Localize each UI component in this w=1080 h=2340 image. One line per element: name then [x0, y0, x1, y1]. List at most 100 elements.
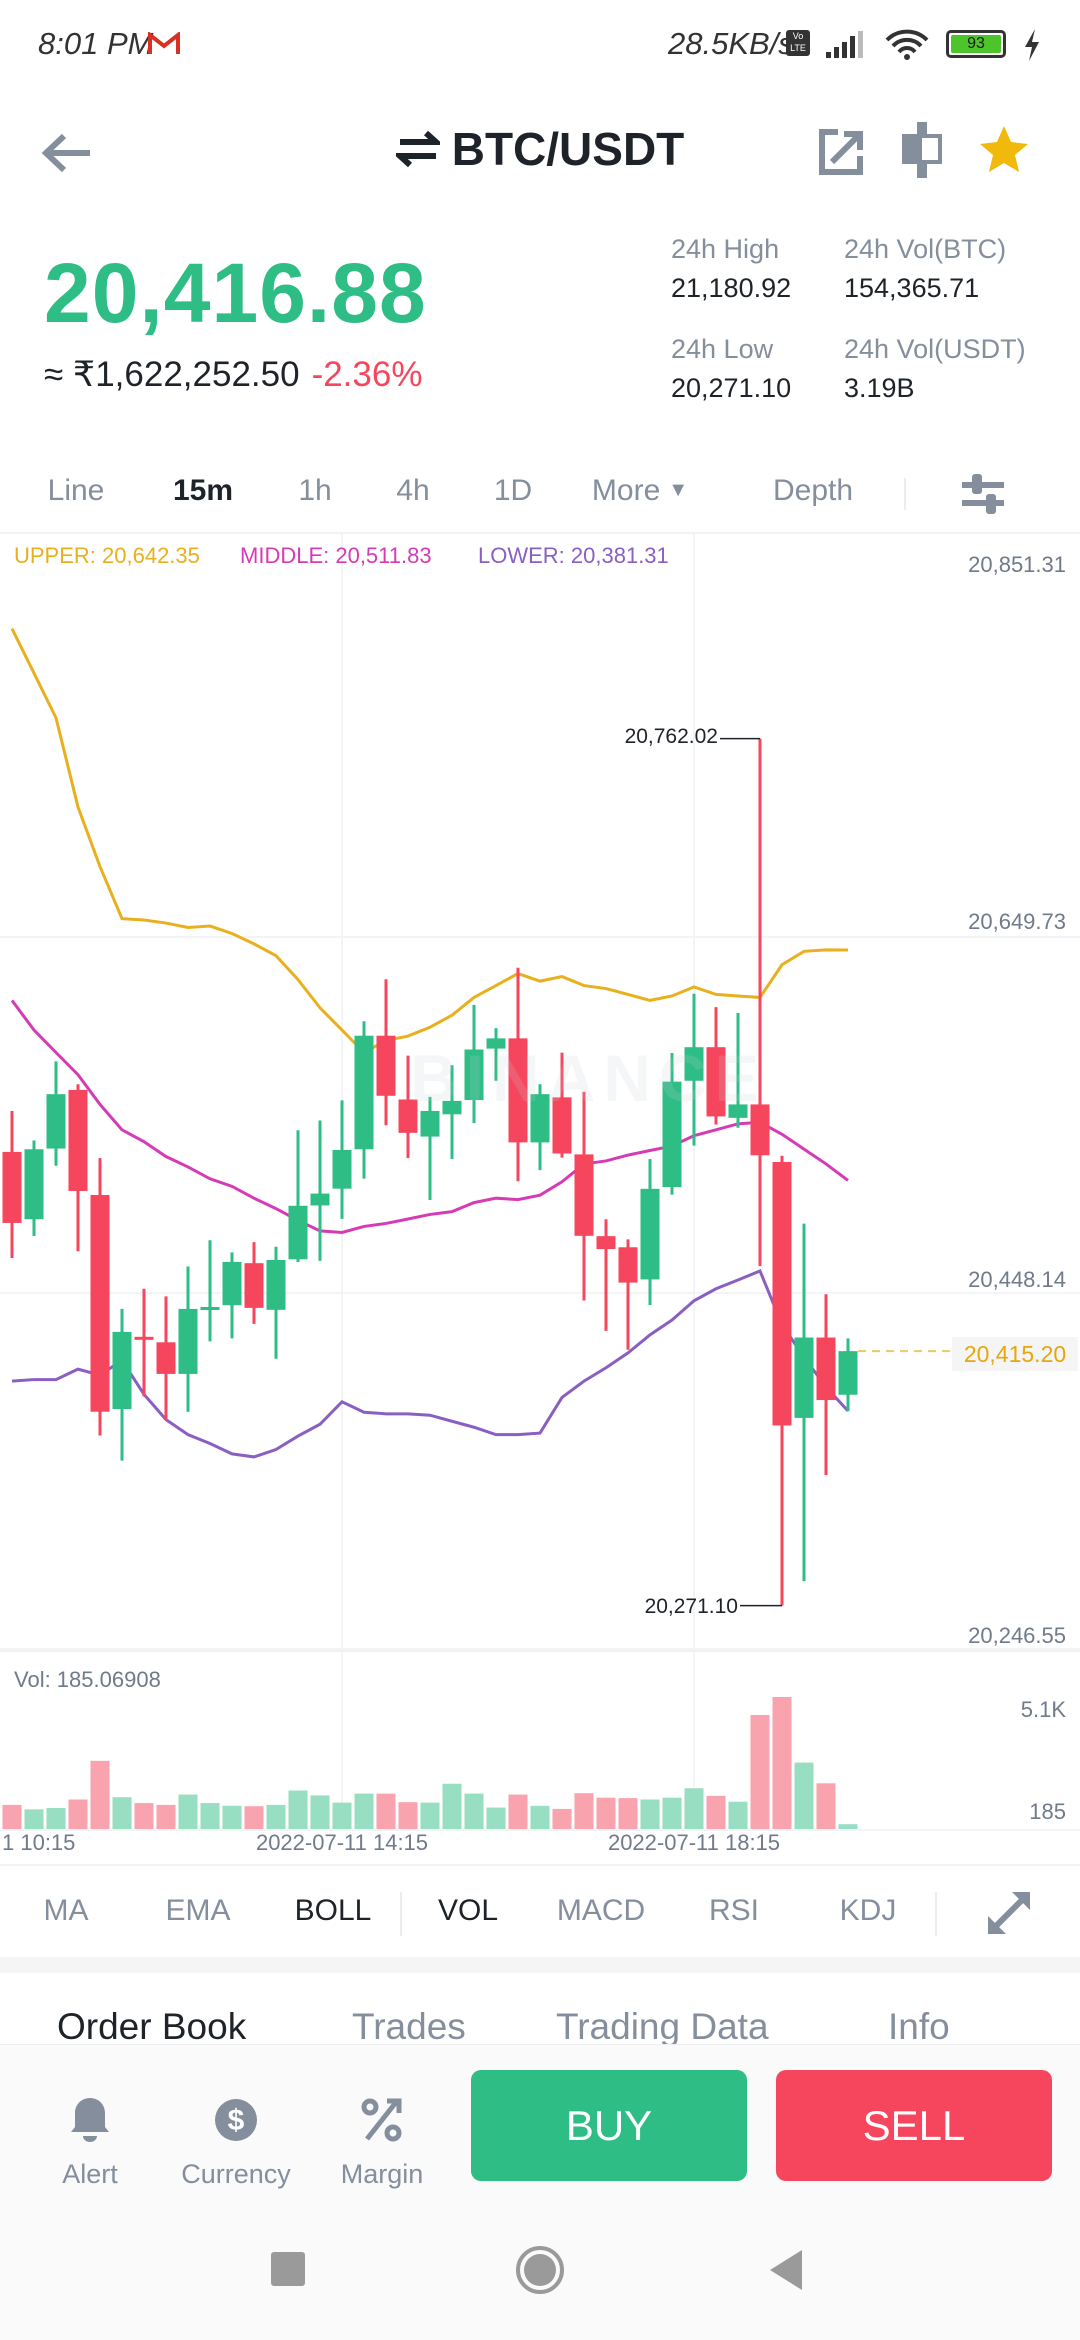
- candle-up: [288, 1205, 308, 1260]
- candle-down: [596, 1236, 616, 1250]
- network-speed: 28.5KB/s: [668, 26, 794, 61]
- back-arrow-icon[interactable]: [40, 132, 94, 174]
- caret-down-icon: ▼: [668, 479, 689, 501]
- last-price: 20,416.88: [44, 246, 427, 340]
- fiat-price: ≈ ₹1,622,252.50: [44, 355, 300, 394]
- volume-bar: [2, 1804, 22, 1829]
- volume-bar: [750, 1714, 770, 1829]
- stat-label: 24h Vol(BTC): [844, 234, 1007, 264]
- pair-selector[interactable]: BTC/USDT: [0, 122, 1080, 176]
- volume-bar: [310, 1795, 330, 1829]
- candle-down: [134, 1336, 154, 1340]
- indicator-rsi[interactable]: RSI: [708, 1894, 760, 1927]
- volume-axis-label: 5.1K: [1020, 1697, 1066, 1722]
- candle-up: [838, 1351, 858, 1395]
- candle-up: [354, 1035, 374, 1150]
- indicator-macd[interactable]: MACD: [556, 1894, 646, 1927]
- indicator-ma[interactable]: MA: [43, 1894, 89, 1927]
- tab-depth[interactable]: Depth: [772, 474, 854, 507]
- candle-up: [24, 1149, 44, 1220]
- tab-more[interactable]: More ▼: [592, 474, 688, 508]
- volume-bar: [794, 1762, 814, 1829]
- currency-button[interactable]: $ Currency: [166, 2095, 306, 2190]
- tab-more-label: More: [591, 474, 661, 507]
- alert-button[interactable]: Alert: [20, 2095, 160, 2190]
- candle-up: [794, 1337, 814, 1418]
- candle-up: [200, 1306, 220, 1310]
- buy-button[interactable]: BUY: [471, 2070, 747, 2181]
- status-bar: 8:01 PM 28.5KB/s Vo LTE 93: [0, 0, 1080, 90]
- candle-down: [552, 1097, 572, 1154]
- candle-up: [530, 1094, 550, 1143]
- fullscreen-expand-icon[interactable]: [986, 1890, 1032, 1936]
- tab-1d[interactable]: 1D: [493, 474, 533, 507]
- favorite-star-icon[interactable]: [978, 124, 1030, 174]
- candle-down: [68, 1089, 88, 1191]
- home-circle-icon[interactable]: [514, 2244, 566, 2296]
- share-icon[interactable]: [818, 128, 864, 176]
- current-price-label: 20,415.20: [952, 1337, 1078, 1371]
- divider: [0, 1864, 1080, 1866]
- recents-square-icon[interactable]: [271, 2252, 305, 2286]
- candlestick-view-icon[interactable]: [900, 122, 946, 178]
- tab-trading-data[interactable]: Trading Data: [556, 2006, 769, 2047]
- tab-15m[interactable]: 15m: [172, 474, 234, 507]
- candle-up: [310, 1193, 330, 1206]
- swap-arrows-icon: [391, 130, 444, 168]
- margin-button[interactable]: Margin: [312, 2095, 452, 2190]
- candle-up: [684, 1047, 704, 1081]
- volume-bar: [68, 1799, 88, 1829]
- volume-bar: [420, 1802, 440, 1829]
- volume-bar: [662, 1797, 682, 1829]
- volume-bar: [24, 1809, 44, 1829]
- volume-bar: [222, 1805, 242, 1829]
- volume-label: Vol: 185.06908: [14, 1667, 161, 1692]
- candle-down: [706, 1047, 726, 1117]
- chart-settings-icon[interactable]: [960, 472, 1006, 516]
- volume-bar: [178, 1794, 198, 1829]
- currency-label: Currency: [181, 2159, 291, 2189]
- tab-trades[interactable]: Trades: [352, 2006, 466, 2047]
- y-tick-label: 20,649.73: [968, 909, 1066, 934]
- y-tick-label: 20,851.31: [968, 552, 1066, 577]
- candle-down: [244, 1263, 264, 1308]
- indicator-vol[interactable]: VOL: [437, 1894, 499, 1927]
- tab-line[interactable]: Line: [47, 474, 105, 507]
- indicator-kdj[interactable]: KDJ: [839, 1894, 897, 1927]
- candle-down: [574, 1154, 594, 1236]
- stat-label: 24h High: [671, 234, 780, 264]
- candle-up: [728, 1104, 748, 1118]
- back-triangle-icon[interactable]: [768, 2248, 804, 2292]
- divider: [935, 1892, 937, 1936]
- sell-button[interactable]: SELL: [776, 2070, 1052, 2181]
- volume-bar: [816, 1783, 836, 1829]
- tab-1h[interactable]: 1h: [298, 474, 332, 507]
- gmail-icon: [148, 32, 180, 54]
- candle-up: [266, 1260, 286, 1310]
- volume-bar: [464, 1793, 484, 1829]
- stat-value: 3.19B: [844, 373, 915, 403]
- indicator-ema[interactable]: EMA: [165, 1894, 231, 1927]
- volume-bar: [508, 1794, 528, 1829]
- svg-text:$: $: [228, 2104, 245, 2137]
- candle-up: [662, 1081, 682, 1188]
- section-gap: [0, 1957, 1080, 1973]
- stat-label: 24h Vol(USDT): [844, 334, 1026, 364]
- tab-order-book[interactable]: Order Book: [57, 2006, 247, 2047]
- x-axis-label: 2022-07-11 14:15: [255, 1830, 429, 1855]
- candlestick-chart[interactable]: [0, 533, 1080, 1865]
- candle-down: [376, 1035, 396, 1096]
- tab-4h[interactable]: 4h: [396, 474, 430, 507]
- low-marker-label: 20,271.10: [644, 1595, 738, 1618]
- indicator-boll[interactable]: BOLL: [294, 1894, 372, 1927]
- candle-down: [508, 1038, 528, 1143]
- volume-bar: [838, 1824, 858, 1829]
- candle-up: [178, 1308, 198, 1374]
- candle-up: [222, 1261, 242, 1306]
- alert-label: Alert: [62, 2159, 118, 2189]
- boll-middle-legend: MIDDLE: 20,511.83: [240, 543, 432, 568]
- tab-info[interactable]: Info: [888, 2006, 950, 2047]
- volume-bar: [134, 1803, 154, 1829]
- candle-up: [442, 1100, 462, 1115]
- y-tick-label: 20,448.14: [968, 1267, 1066, 1292]
